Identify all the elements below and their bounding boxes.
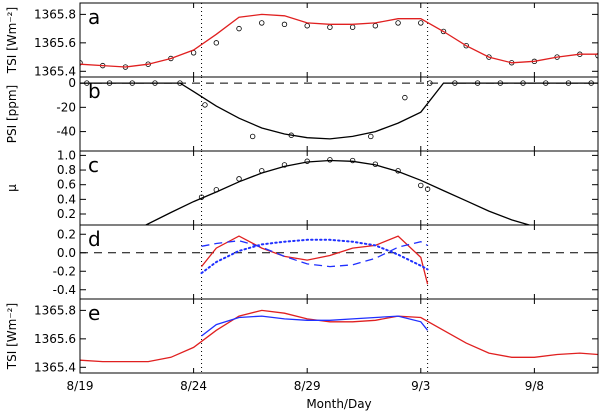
series-line-model: [145, 159, 532, 225]
series-line-blue-dotted: [200, 238, 429, 275]
data-point: [372, 23, 379, 29]
x-tick-label: 8/19: [67, 379, 94, 393]
data-point: [402, 94, 408, 101]
y-tick-label: -40: [56, 125, 76, 139]
panel-letter-d: d: [88, 227, 101, 251]
data-point: [424, 186, 431, 192]
data-point: [418, 182, 424, 189]
panel-frame: [79, 2, 599, 78]
data-point: [304, 23, 310, 29]
y-tick-label: 0.2: [57, 227, 76, 241]
y-tick-label: 1.0: [57, 148, 76, 162]
y-axis-label: PSI [ppm]: [5, 85, 19, 144]
series-line-blue-dashed: [201, 240, 428, 268]
series-group: [80, 309, 598, 363]
data-point: [349, 24, 356, 30]
data-point: [349, 157, 356, 164]
data-point: [463, 42, 469, 49]
y-tick-label: 1365.4: [34, 360, 76, 374]
data-point: [327, 24, 333, 30]
x-tick-label: 9/3: [411, 379, 430, 393]
data-point: [595, 52, 598, 59]
series-group: [80, 13, 598, 70]
data-point: [281, 21, 288, 28]
data-point: [427, 80, 433, 86]
panel-e: 1365.4 1365.6 1365.8 e TSI [Wm⁻²]: [5, 298, 599, 374]
y-tick-label: -20: [56, 100, 76, 114]
panel-frame: [79, 76, 599, 152]
y-tick-label: 0.6: [57, 178, 76, 192]
y-tick-label: -0.4: [53, 283, 76, 297]
series-line-red-solid: [80, 309, 598, 363]
panel-b: 0 -20 -40 b PSI [ppm]: [5, 76, 599, 152]
y-axis-label: TSI [Wm⁻²]: [5, 7, 19, 74]
x-tick-label: 8/29: [294, 379, 321, 393]
x-tick-label: 8/24: [180, 379, 207, 393]
y-tick-label: 1365.6: [34, 36, 76, 50]
panel-a: 1365.4 1365.6 1365.8 a TSI [Wm⁻²]: [5, 2, 599, 78]
data-point: [202, 102, 208, 108]
y-tick-label: -0.2: [53, 264, 76, 278]
data-point: [249, 133, 256, 140]
y-tick-label: 0.8: [57, 163, 76, 177]
y-tick-label: 0.4: [57, 192, 76, 206]
data-point: [236, 176, 242, 182]
panel-letter-a: a: [88, 5, 100, 29]
series-line-fit: [80, 82, 598, 140]
y-tick-label: 0.2: [57, 207, 76, 221]
data-point: [327, 157, 333, 163]
data-point: [368, 133, 374, 140]
panel-letter-b: b: [88, 79, 101, 103]
panel-frame: [79, 224, 599, 300]
y-axis-label: TSI [Wm⁻²]: [5, 303, 19, 370]
data-point: [395, 20, 401, 26]
panel-c: 0.20.40.60.81.0 c μ: [5, 148, 599, 226]
y-tick-label: 1365.6: [34, 332, 76, 346]
data-point: [440, 28, 447, 35]
y-tick-label: 1365.8: [34, 7, 76, 21]
panel-letter-e: e: [88, 301, 100, 325]
y-tick-label: 0: [68, 76, 76, 90]
data-point: [80, 60, 83, 66]
data-point: [213, 40, 220, 46]
panel-frame: [79, 298, 599, 374]
data-point: [418, 20, 424, 26]
panel-d: 0.2 0.0 -0.2 -0.4 d: [53, 224, 599, 300]
y-tick-label: 1365.4: [34, 64, 76, 78]
data-point: [281, 162, 288, 168]
panel-letter-c: c: [88, 153, 99, 177]
series-line-model: [80, 13, 598, 68]
x-axis-label: Month/Day: [306, 397, 371, 411]
series-line-blue-solid: [201, 315, 429, 337]
series-group: [80, 80, 598, 140]
data-point: [236, 25, 242, 32]
series-line-red-solid: [200, 235, 429, 285]
series-group: [200, 235, 429, 285]
data-point: [259, 20, 265, 26]
y-tick-label: 0.0: [57, 246, 76, 260]
x-tick-label: 9/8: [525, 379, 544, 393]
y-axis-label: μ: [5, 184, 19, 192]
series-group: [145, 157, 532, 225]
y-tick-label: 1365.8: [34, 303, 76, 317]
panel-frame: [79, 150, 599, 226]
